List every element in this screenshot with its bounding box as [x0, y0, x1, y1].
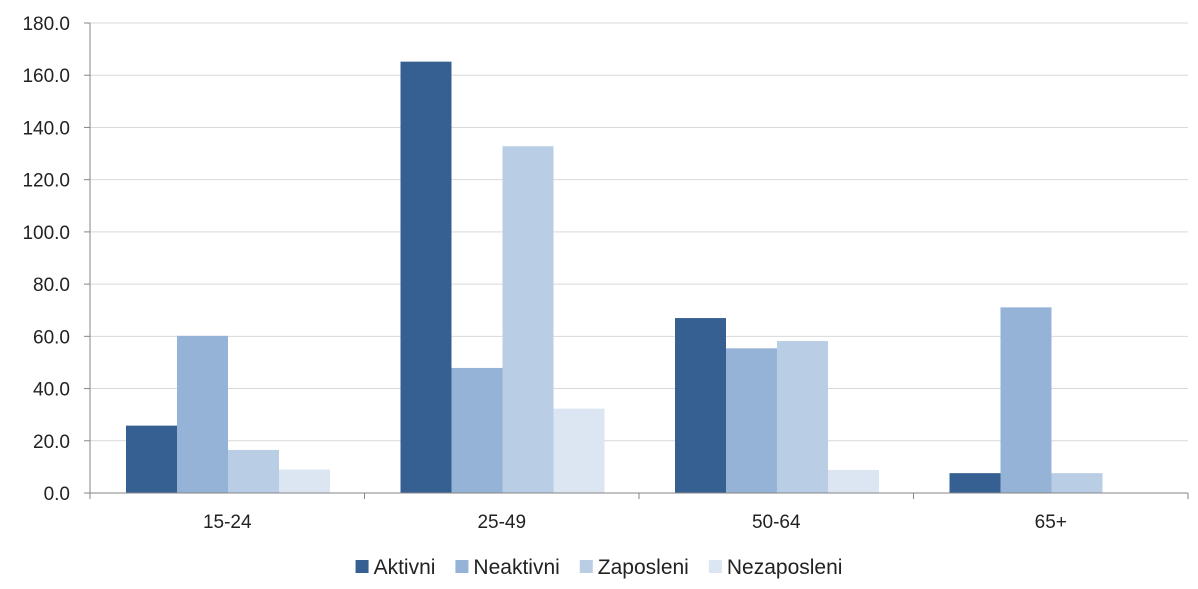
legend-item-neaktivni: Neaktivni: [455, 556, 560, 579]
y-tick-label: 0.0: [44, 484, 70, 505]
bar-nezaposleni-50-64: [828, 470, 879, 493]
legend-swatch: [455, 560, 469, 573]
legend-label: Zaposleni: [598, 556, 689, 579]
y-tick-labels: 0.0 20.0 40.0 60.0 80.0 100.0 120.0 140.0 160.0 1…: [22, 14, 70, 505]
legend-swatch: [708, 560, 722, 573]
legend-item-nezaposleni: Nezaposleni: [708, 556, 843, 579]
bar-aktivni-25-49: [400, 61, 452, 494]
y-tick-label: 40.0: [33, 380, 70, 401]
bars: [126, 61, 1103, 494]
bar-nezaposleni-25-49: [553, 408, 605, 493]
y-tick-label: 100.0: [22, 223, 70, 244]
x-category-label: 15-24: [203, 512, 252, 533]
legend-label: Aktivni: [374, 556, 436, 579]
legend-item-aktivni: Aktivni: [355, 556, 436, 579]
x-category-label: 25-49: [477, 512, 526, 533]
legend-label: Nezaposleni: [727, 556, 843, 579]
axes: [84, 22, 1189, 499]
x-category-label: 65+: [1035, 512, 1067, 533]
bar-neaktivni-50-64: [726, 348, 777, 493]
x-category-labels: 15-24 25-49 50-64 65+: [203, 512, 1067, 533]
legend-label: Neaktivni: [473, 556, 559, 579]
legend-item-zaposleni: Zaposleni: [579, 556, 689, 579]
y-tick-label: 120.0: [22, 171, 70, 192]
bar-aktivni-15-24: [126, 425, 177, 493]
y-tick-label: 140.0: [22, 118, 70, 139]
legend-swatch: [579, 560, 593, 573]
bar-zaposleni-65: [1051, 473, 1103, 493]
bar-zaposleni-15-24: [228, 449, 279, 493]
bar-nezaposleni-15-24: [279, 469, 330, 493]
x-category-label: 50-64: [752, 512, 801, 533]
bar-zaposleni-50-64: [777, 341, 828, 493]
legend-swatch: [355, 560, 369, 573]
y-tick-label: 60.0: [33, 327, 70, 348]
y-tick-label: 160.0: [22, 66, 70, 87]
bar-neaktivni-65: [1000, 307, 1052, 493]
legend: Aktivni Neaktivni Zaposleni Nezaposleni: [355, 556, 843, 579]
y-tick-label: 180.0: [22, 14, 70, 35]
bar-aktivni-50-64: [675, 318, 726, 493]
bar-neaktivni-15-24: [177, 335, 228, 493]
y-tick-label: 80.0: [33, 275, 70, 296]
bar-zaposleni-25-49: [502, 146, 554, 493]
bar-neaktivni-25-49: [451, 367, 503, 493]
y-tick-label: 20.0: [33, 432, 70, 453]
bar-aktivni-65: [949, 473, 1001, 493]
gridlines: [90, 22, 1188, 442]
